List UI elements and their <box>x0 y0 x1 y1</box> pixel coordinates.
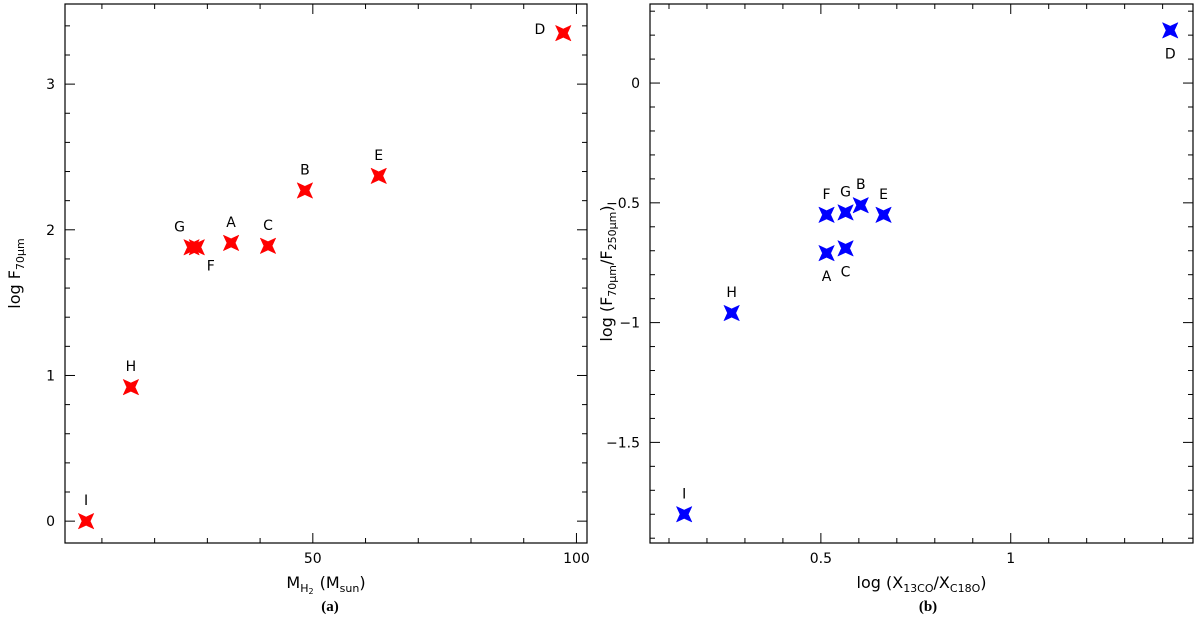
point-label-i-a: I <box>84 493 88 509</box>
point-label-i-b: I <box>682 486 686 502</box>
point-label-c-b: C <box>841 264 851 280</box>
point-label-b-b: B <box>856 177 866 193</box>
data-point-i-b <box>675 505 693 523</box>
y-tick-label-a: 2 <box>46 223 55 239</box>
y-tick-label-a: 1 <box>46 368 55 384</box>
data-point-d-b <box>1161 22 1179 39</box>
point-label-e-b: E <box>879 187 888 203</box>
point-label-e-a: E <box>374 148 383 164</box>
panel-b-scatter: 0.5 1 −1.5 −1 −0.5 0 log (X13CO/XC18O) log (F70… <box>597 3 1194 595</box>
point-label-d-b: D <box>1165 46 1176 62</box>
point-label-c-a: C <box>263 218 273 234</box>
data-point-f-a <box>188 238 206 256</box>
y-tick-label-b: −0.5 <box>606 196 640 212</box>
y-axis-label-a: log F70μm <box>5 238 27 308</box>
x-tick-label-b: 1 <box>1006 551 1015 567</box>
data-point-f-b <box>818 206 835 224</box>
data-point-c-a <box>259 237 277 255</box>
point-label-d-a: D <box>534 22 545 38</box>
caption-b: (b) <box>919 599 937 615</box>
point-label-g-b: G <box>840 184 851 200</box>
caption-a: (a) <box>321 599 339 615</box>
y-tick-label-a: 0 <box>46 514 55 530</box>
data-point-h-b <box>723 304 740 322</box>
y-tick-label-b: 0 <box>631 76 640 92</box>
data-point-b-a <box>296 182 314 199</box>
plot-frame-a <box>64 3 588 544</box>
data-point-c-b <box>837 240 854 257</box>
point-label-b-a: B <box>300 162 310 178</box>
point-label-g-a: G <box>174 219 185 235</box>
y-tick-label-b: −1.5 <box>606 435 640 451</box>
y-axis-label-b: log (F70μm/F250μm) <box>597 205 619 341</box>
panel-a-scatter: 50 100 0 1 2 3 MH2 (Msun) log F70μm I H G F A C B E D <box>5 3 590 596</box>
point-label-a-b: A <box>822 269 832 285</box>
point-label-f-a: F <box>207 258 215 274</box>
data-point-a-a <box>222 234 240 252</box>
x-tick-label-b: 0.5 <box>810 551 832 567</box>
x-tick-label-a: 50 <box>304 551 322 567</box>
y-tick-label-a: 3 <box>46 77 55 93</box>
data-point-d-a <box>554 24 572 42</box>
data-point-g-b <box>837 204 854 221</box>
x-axis-label-b: log (X13CO/XC18O) <box>857 573 987 595</box>
data-point-a-b <box>818 244 835 262</box>
y-tick-label-b: −1 <box>619 316 640 332</box>
x-axis-label-a: MH2 (Msun) <box>286 573 365 596</box>
data-point-h-a <box>122 378 140 396</box>
point-label-h-b: H <box>726 285 737 301</box>
data-point-e-a <box>370 167 388 185</box>
point-label-h-a: H <box>126 359 137 375</box>
point-label-f-b: F <box>823 187 831 203</box>
data-point-e-b <box>875 206 892 224</box>
point-label-a-a: A <box>226 215 236 231</box>
x-tick-label-a: 100 <box>563 551 590 567</box>
plot-frame-b <box>649 3 1194 544</box>
data-point-b-b <box>852 196 870 214</box>
data-point-i-a <box>77 512 95 530</box>
